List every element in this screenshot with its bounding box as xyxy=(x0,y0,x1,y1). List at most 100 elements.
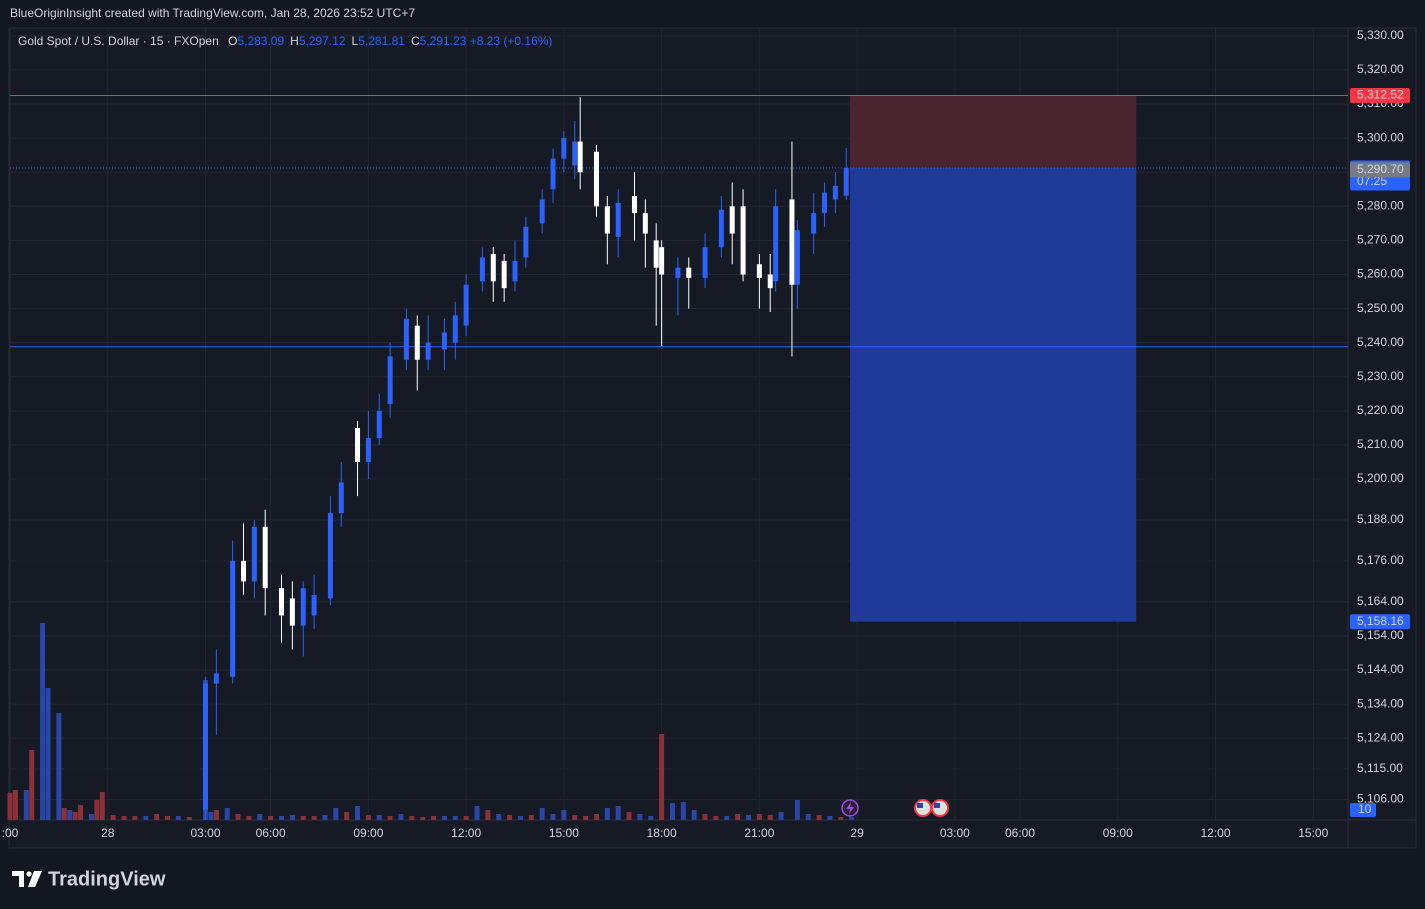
candle-body xyxy=(539,199,545,224)
volume-bar xyxy=(691,810,697,820)
x-tick-label: 15:00 xyxy=(549,826,579,840)
volume-bar xyxy=(94,800,100,820)
candle-body xyxy=(523,226,529,258)
target-zone xyxy=(850,168,1137,622)
candle-body xyxy=(653,240,659,268)
candle-body xyxy=(338,482,344,514)
x-tick-label: 28 xyxy=(101,826,115,840)
price-countdown: 07:25 xyxy=(1357,174,1387,188)
volume-bar xyxy=(67,810,73,820)
x-tick-label: 12:00 xyxy=(1200,826,1230,840)
volume-bar xyxy=(485,810,491,820)
candle-body xyxy=(403,318,409,360)
candle-body xyxy=(659,247,665,275)
volume-bar xyxy=(550,814,556,820)
candle-body xyxy=(550,158,556,190)
candle-body xyxy=(740,206,746,275)
candle-body xyxy=(463,284,469,326)
volume-bar xyxy=(40,623,46,820)
volume-bar xyxy=(376,815,382,820)
volume-bar xyxy=(29,750,35,820)
y-tick-label: 5,144.00 xyxy=(1357,662,1404,676)
volume-bar xyxy=(398,814,404,820)
volume-bar xyxy=(175,816,181,820)
candle-body xyxy=(289,598,295,626)
candle-body xyxy=(604,206,610,234)
candle-body xyxy=(642,213,648,234)
volume-bar xyxy=(452,816,458,820)
volume-bar xyxy=(186,817,192,820)
volume-bar xyxy=(528,815,534,820)
legend-value: 5,291.23 xyxy=(419,34,467,48)
candle-body xyxy=(213,673,219,684)
price-labels: 105,312.525,291.2307:255,290.705,158.16 xyxy=(1350,88,1410,817)
volume-label-box xyxy=(1350,803,1376,817)
candle-body xyxy=(577,141,583,173)
y-tick-label: 5,200.00 xyxy=(1357,471,1404,485)
candle-body xyxy=(240,560,246,582)
y-tick-label: 5,230.00 xyxy=(1357,369,1404,383)
volume-bar xyxy=(816,815,822,820)
volume-bar xyxy=(507,815,513,820)
price-label-box xyxy=(1350,614,1410,630)
y-tick-label: 5,176.00 xyxy=(1357,553,1404,567)
candle-body xyxy=(686,267,692,278)
y-tick-label: 5,280.00 xyxy=(1357,198,1404,212)
volume-bar xyxy=(420,817,426,820)
volume-bar xyxy=(805,814,811,820)
volume-bar xyxy=(365,815,371,820)
candles xyxy=(202,97,849,820)
candle-body xyxy=(832,185,838,200)
x-tick-label: 15:00 xyxy=(1298,826,1328,840)
volume-bar xyxy=(778,812,784,820)
event-icons xyxy=(841,799,949,817)
volume-bar xyxy=(235,814,241,820)
y-tick-label: 5,250.00 xyxy=(1357,301,1404,315)
y-tick-label: 5,134.00 xyxy=(1357,696,1404,710)
candle-body xyxy=(355,427,361,463)
volume-bar xyxy=(441,816,447,820)
volume-bar xyxy=(626,812,632,820)
x-tick-label: :00 xyxy=(2,826,19,840)
header-text: BlueOriginInsight created with TradingVi… xyxy=(10,6,415,20)
volume-bar xyxy=(827,816,833,820)
footer-logo: TradingView xyxy=(12,868,166,890)
candle-body xyxy=(843,168,849,196)
volume-bar xyxy=(463,816,469,820)
volume-bar xyxy=(767,815,773,820)
volume-bar xyxy=(838,817,844,820)
volume-bar xyxy=(45,688,51,820)
y-tick-label: 5,210.00 xyxy=(1357,437,1404,451)
price-label: 5,290.70 xyxy=(1357,162,1404,176)
candle-body xyxy=(789,199,795,285)
volume-bar xyxy=(583,816,589,820)
volume-bar xyxy=(648,816,654,820)
volume-bar xyxy=(279,816,285,820)
x-tick-label: 12:00 xyxy=(451,826,481,840)
y-tick-label: 5,320.00 xyxy=(1357,62,1404,76)
y-tick-label: 5,220.00 xyxy=(1357,403,1404,417)
volume-bar xyxy=(88,814,94,820)
candle-body xyxy=(729,206,735,234)
volume-bar xyxy=(680,802,686,820)
volume-bar xyxy=(669,803,675,820)
volume-bar xyxy=(794,800,800,820)
candle-body xyxy=(414,325,420,360)
legend-value: 5,281.81 xyxy=(358,34,405,48)
candle-body xyxy=(773,206,779,282)
volume-bar xyxy=(355,806,361,820)
y-tick-label: 5,115.00 xyxy=(1357,761,1403,775)
candle-body xyxy=(441,332,447,350)
x-tick-label: 29 xyxy=(850,826,864,840)
y-tick-label: 5,188.00 xyxy=(1357,512,1404,526)
y-tick-label: 5,154.00 xyxy=(1357,628,1404,642)
volume-bar xyxy=(300,816,306,820)
volume-bar xyxy=(99,792,105,820)
volume-bar xyxy=(713,816,719,820)
x-tick-label: 06:00 xyxy=(1005,826,1035,840)
volume-bar xyxy=(213,810,219,820)
candle-body xyxy=(702,247,708,278)
volume-bar xyxy=(702,814,708,820)
legend: Gold Spot / U.S. Dollar · 15 · FXOpen O5… xyxy=(18,34,552,48)
